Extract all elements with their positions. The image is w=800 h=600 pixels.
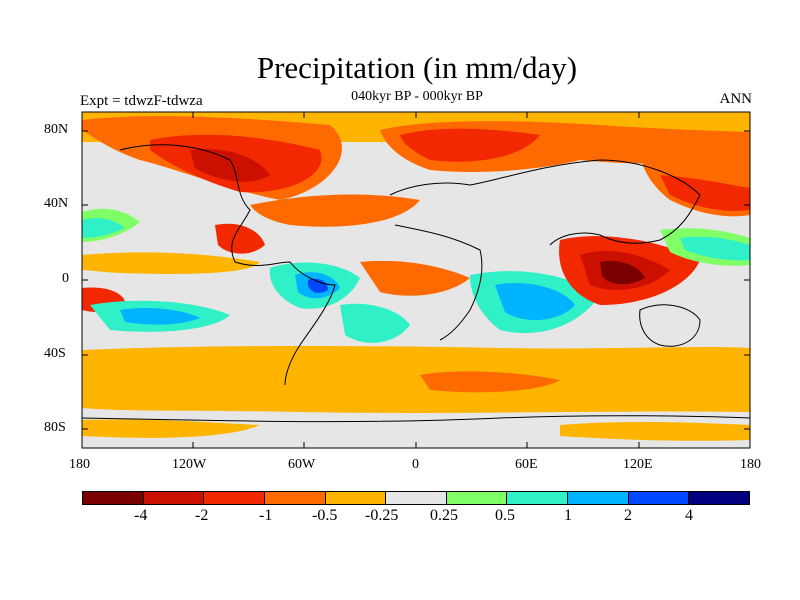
y-tick-label: 40N xyxy=(44,196,69,211)
y-tick-label: 80S xyxy=(44,420,66,435)
x-tick-label: 120W xyxy=(172,457,207,472)
colorbar-label: 1 xyxy=(564,507,572,524)
colorbar-swatch xyxy=(446,492,508,504)
x-tick-label: 0 xyxy=(412,457,419,472)
y-tick-label: 40S xyxy=(44,346,66,361)
colorbar-swatch xyxy=(264,492,326,504)
colorbar-swatch xyxy=(507,492,569,504)
colorbar-swatch xyxy=(325,492,387,504)
x-tick-label: 120E xyxy=(623,457,653,472)
colorbar-swatch xyxy=(628,492,690,504)
map-title: Precipitation (in mm/day) xyxy=(256,50,578,85)
colorbar-swatch xyxy=(386,492,447,504)
colorbar-label: -0.25 xyxy=(365,507,399,524)
colorbar-swatch xyxy=(204,492,265,504)
colorbar-label: -4 xyxy=(134,507,148,524)
colorbar-label: -0.5 xyxy=(312,507,338,524)
colorbar-swatch xyxy=(689,492,750,504)
map-subtitle: 040kyr BP - 000kyr BP xyxy=(351,89,483,104)
experiment-label: Expt = tdwzF-tdwza xyxy=(80,93,203,109)
colorbar xyxy=(82,491,750,505)
x-tick-label: 60E xyxy=(515,457,538,472)
colorbar-swatch xyxy=(568,492,629,504)
coastlines xyxy=(82,144,750,423)
colorbar-label: 0.25 xyxy=(430,507,458,524)
x-tick-label: 180 xyxy=(69,457,90,472)
season-label: ANN xyxy=(719,91,753,107)
colorbar-label: 0.5 xyxy=(495,507,515,524)
colorbar-label: 4 xyxy=(685,507,693,524)
colorbar-label: 2 xyxy=(624,507,632,524)
colorbar-swatch xyxy=(83,492,144,504)
x-tick-label: 180 xyxy=(740,457,761,472)
colorbar-swatch xyxy=(143,492,205,504)
x-tick-label: 60W xyxy=(288,457,316,472)
colorbar-label: -1 xyxy=(259,507,273,524)
axis-ticks xyxy=(82,112,750,448)
y-tick-label: 80N xyxy=(44,122,69,137)
y-tick-label: 0 xyxy=(62,271,69,286)
colorbar-label: -2 xyxy=(195,507,209,524)
